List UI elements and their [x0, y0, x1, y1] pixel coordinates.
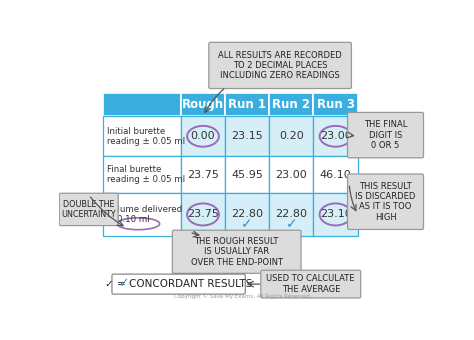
Text: 46.10: 46.10 [319, 170, 351, 180]
Text: Copyright © Save My Exams. All Rights Reserved.: Copyright © Save My Exams. All Rights Re… [174, 293, 312, 299]
FancyBboxPatch shape [261, 270, 361, 298]
Text: DOUBLE THE
UNCERTAINTY: DOUBLE THE UNCERTAINTY [62, 200, 116, 219]
Text: Final burette
reading ± 0.05 ml: Final burette reading ± 0.05 ml [107, 165, 185, 185]
Text: THE FINAL
DIGIT IS
0 OR 5: THE FINAL DIGIT IS 0 OR 5 [364, 120, 407, 150]
Bar [313, 116, 357, 156]
Text: 0.20: 0.20 [279, 131, 304, 141]
Text: 23.75: 23.75 [187, 209, 219, 219]
Text: 23.00: 23.00 [275, 170, 307, 180]
Text: 23.15: 23.15 [231, 131, 263, 141]
Text: ✓: ✓ [241, 217, 253, 231]
Bar [225, 116, 269, 156]
Text: ✓: ✓ [118, 278, 129, 291]
Text: 45.95: 45.95 [231, 170, 263, 180]
Text: THIS RESULT
IS DISCARDED
AS IT IS TOO
HIGH: THIS RESULT IS DISCARDED AS IT IS TOO HI… [356, 182, 416, 222]
Text: 23.10: 23.10 [319, 209, 351, 219]
Bar [103, 116, 181, 156]
FancyBboxPatch shape [112, 274, 245, 294]
Bar [313, 93, 357, 116]
Text: 23.75: 23.75 [187, 170, 219, 180]
Bar [181, 193, 225, 236]
Text: 0.00: 0.00 [191, 131, 215, 141]
Bar [181, 93, 225, 116]
Text: Initial burette
reading ± 0.05 ml: Initial burette reading ± 0.05 ml [107, 126, 185, 146]
Text: ALL RESULTS ARE RECORDED
TO 2 DECIMAL PLACES
INCLUDING ZERO READINGS: ALL RESULTS ARE RECORDED TO 2 DECIMAL PL… [218, 51, 342, 80]
Bar [269, 116, 313, 156]
Bar [225, 193, 269, 236]
FancyBboxPatch shape [347, 174, 423, 230]
Bar [269, 93, 313, 116]
Bar [103, 193, 181, 236]
Text: THE ROUGH RESULT
IS USUALLY FAR
OVER THE END-POINT: THE ROUGH RESULT IS USUALLY FAR OVER THE… [191, 237, 283, 267]
FancyBboxPatch shape [59, 193, 118, 226]
FancyBboxPatch shape [347, 113, 423, 158]
Text: Run 3: Run 3 [317, 98, 355, 111]
FancyBboxPatch shape [173, 230, 301, 273]
Bar [103, 93, 181, 116]
Text: Run 2: Run 2 [273, 98, 310, 111]
Text: Run 1: Run 1 [228, 98, 266, 111]
Bar [313, 193, 357, 236]
Text: 23.00: 23.00 [319, 131, 351, 141]
Text: ✓: ✓ [285, 217, 297, 231]
Bar [181, 116, 225, 156]
Text: Rough: Rough [182, 98, 224, 111]
Bar [181, 156, 225, 193]
Text: ✓ = CONCORDANT RESULTS: ✓ = CONCORDANT RESULTS [105, 279, 252, 289]
Bar [269, 156, 313, 193]
Bar [103, 156, 181, 193]
Text: 22.80: 22.80 [231, 209, 263, 219]
FancyBboxPatch shape [209, 42, 351, 88]
Bar [225, 156, 269, 193]
Bar [225, 93, 269, 116]
Bar [313, 156, 357, 193]
Bar [269, 193, 313, 236]
Text: 22.80: 22.80 [275, 209, 307, 219]
Text: Volume delivered
± 0.10 ml: Volume delivered ± 0.10 ml [107, 205, 182, 224]
Text: USED TO CALCULATE
THE AVERAGE: USED TO CALCULATE THE AVERAGE [266, 274, 355, 294]
